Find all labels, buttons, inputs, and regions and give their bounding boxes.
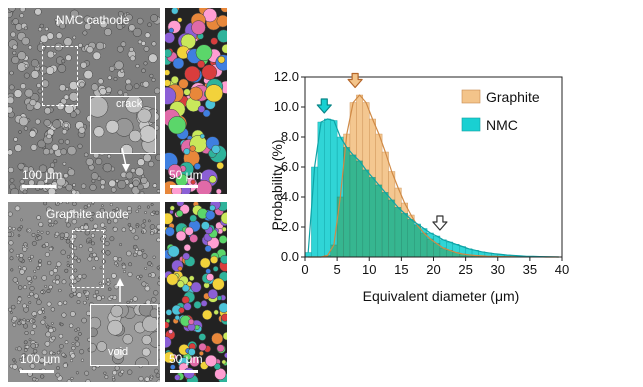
x-axis-title: Equivalent diameter (μm)	[363, 288, 520, 304]
y-tick-label: 0.0	[281, 249, 299, 264]
chart-axes: 0.0 2.0 4.0 6.0 8.0 10.0 12.0 0 5 10 15 20 25 30 35 40	[274, 69, 570, 277]
graphite-seg-scale-label: 50 μm	[169, 352, 203, 366]
graphite-sem-image: Graphite anode void 100 μm	[8, 202, 160, 382]
legend-label-nmc: NMC	[486, 117, 518, 133]
diameter-histogram: 0.02.04.06.08.010.012.00 5 10 15 20 25 30 35 40 …	[269, 69, 570, 304]
nmc-sem-image: NMC cathode crack 100 μm	[8, 8, 160, 194]
bar-nmc-4	[330, 120, 338, 258]
bar-overlap-13	[388, 199, 396, 258]
fit-curve-nmc	[307, 118, 559, 258]
nmc-seg-scale-bar	[170, 185, 198, 188]
x-tick-label: 40	[555, 262, 569, 277]
bar-overlap-16	[407, 219, 415, 258]
bar-nmc-1	[311, 166, 319, 258]
nmc-sem-scale-label: 100 μm	[22, 168, 63, 182]
bar-overlap-12	[381, 192, 389, 258]
y-tick-label: 4.0	[281, 189, 299, 204]
x-tick-label: 35	[523, 262, 537, 277]
nmc-zoom-region	[42, 46, 78, 106]
x-tick-label: 30	[491, 262, 505, 277]
bar-overlap-6	[343, 147, 351, 258]
x-tick-label: 10	[362, 262, 376, 277]
x-tick-label: 0	[301, 262, 308, 277]
y-tick-label: 10.0	[274, 99, 299, 114]
graphite-inset-particles	[91, 305, 157, 365]
nmc-crack-inset	[90, 96, 156, 154]
graphite-void-arrow	[116, 278, 124, 302]
nmc-segmented-image: 50 μm	[165, 8, 227, 194]
graphite-segmented-image: 50 μm	[165, 202, 227, 382]
graphite-segmented-particles	[165, 202, 227, 382]
bar-nmc-3	[324, 118, 331, 258]
legend-swatch-nmc	[461, 117, 481, 132]
legend-label-graphite: Graphite	[486, 89, 540, 105]
bar-overlap-15	[401, 213, 409, 258]
graphite-sem-scale-bar	[20, 370, 54, 373]
x-tick-label: 15	[394, 262, 408, 277]
bar-overlap-8	[356, 160, 364, 258]
legend-swatch-graphite	[461, 89, 481, 104]
x-tick-label: 20	[426, 262, 440, 277]
nmc-sem-scale-bar	[22, 185, 56, 188]
y-axis-title: Probability (%)	[269, 139, 285, 230]
bar-nmc-0	[304, 252, 312, 258]
bar-overlap-4	[330, 244, 338, 258]
graphite-sem-title: Graphite anode	[46, 207, 129, 221]
nmc-peak-arrow	[316, 98, 332, 114]
graphite-seg-scale-bar	[170, 370, 198, 373]
bar-overlap-18	[420, 232, 428, 258]
graphite-peak-arrow	[347, 72, 363, 89]
bar-overlap-7	[349, 154, 357, 258]
nmc-seg-scale-label: 50 μm	[169, 168, 203, 182]
y-tick-label: 2.0	[281, 219, 299, 234]
graphite-zoom-region	[72, 230, 104, 288]
nmc-inset-particles	[91, 97, 155, 153]
bar-overlap-11	[375, 184, 383, 258]
nmc-inset-label: crack	[116, 98, 143, 110]
nmc-sem-title: NMC cathode	[56, 13, 130, 27]
tail-arrow	[432, 215, 448, 231]
chart-legend: Graphite NMC	[461, 89, 540, 133]
nmc-crack-arrow	[121, 147, 130, 172]
x-tick-label: 25	[458, 262, 472, 277]
bar-overlap-10	[369, 177, 376, 258]
graphite-void-inset	[90, 304, 158, 366]
bar-overlap-19	[426, 238, 434, 258]
bar-overlap-14	[394, 207, 402, 258]
bar-nmc-2	[317, 121, 325, 258]
bar-overlap-17	[414, 225, 421, 258]
graphite-inset-label: void	[108, 346, 129, 358]
y-tick-label: 12.0	[274, 69, 299, 84]
graphite-sem-scale-label: 100 μm	[20, 352, 61, 366]
bar-overlap-5	[336, 196, 344, 258]
bar-overlap-9	[362, 169, 370, 258]
x-tick-label: 5	[334, 262, 341, 277]
y-tick-label: 6.0	[281, 159, 299, 174]
nmc-segmented-particles	[165, 8, 227, 194]
chart-markers	[316, 72, 448, 231]
y-tick-label: 8.0	[281, 129, 299, 144]
